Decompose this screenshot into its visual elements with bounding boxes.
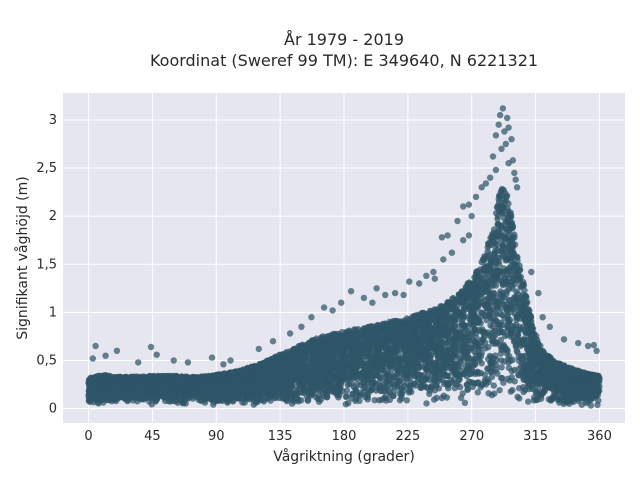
data-point	[423, 400, 430, 407]
data-point	[314, 395, 322, 402]
data-point	[493, 361, 500, 369]
data-point	[493, 356, 500, 363]
data-point	[461, 399, 469, 406]
data-point	[491, 390, 498, 397]
data-point	[513, 253, 520, 261]
data-point	[461, 305, 468, 312]
data-point	[516, 385, 523, 392]
data-point	[490, 382, 497, 389]
data-point	[304, 396, 312, 404]
chart-title-line2: Koordinat (Sweref 99 TM): E 349640, N 62…	[150, 51, 538, 70]
data-point	[478, 258, 485, 266]
data-point	[513, 288, 520, 295]
data-point	[397, 386, 405, 393]
data-point	[352, 397, 359, 404]
data-point	[516, 395, 523, 402]
data-point	[479, 336, 487, 343]
data-point	[477, 384, 484, 391]
data-point	[463, 373, 470, 380]
data-point	[500, 379, 507, 386]
data-points	[85, 105, 603, 409]
data-point	[494, 215, 501, 223]
chart-title-line1: År 1979 - 2019	[284, 30, 404, 49]
data-point	[594, 401, 601, 409]
data-point	[451, 384, 458, 392]
data-point	[403, 397, 411, 404]
data-point	[507, 388, 514, 395]
data-point	[496, 261, 503, 268]
data-point	[491, 250, 499, 257]
data-point	[377, 387, 385, 395]
data-point	[342, 401, 349, 408]
data-point	[210, 401, 217, 408]
data-point	[410, 380, 417, 387]
data-point	[474, 389, 481, 396]
data-point	[352, 385, 359, 392]
data-point	[485, 390, 492, 397]
data-point	[512, 343, 519, 350]
data-point	[496, 387, 503, 394]
data-point	[371, 397, 378, 404]
